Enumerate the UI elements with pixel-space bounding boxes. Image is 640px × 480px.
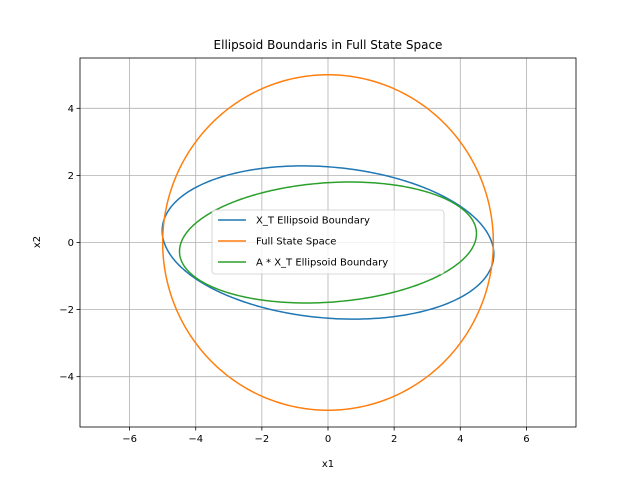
y-tick-label: 2 xyxy=(68,171,74,182)
series-line-1 xyxy=(161,165,495,320)
y-tick-label: −2 xyxy=(59,305,74,316)
legend-label-1: X_T Ellipsoid Boundary xyxy=(256,216,370,227)
legend-label-3: A * X_T Ellipsoid Boundary xyxy=(256,258,388,269)
y-tick-label: 4 xyxy=(68,104,74,115)
legend-label-2: Full State Space xyxy=(256,237,336,248)
x-tick-label: −6 xyxy=(122,434,137,445)
y-tick-label: −4 xyxy=(59,372,74,383)
x-tick-label: −2 xyxy=(254,434,269,445)
legend: X_T Ellipsoid Boundary Full State Space A … xyxy=(211,209,445,275)
y-tick-label: 0 xyxy=(68,238,74,249)
chart-title: Ellipsoid Boundaris in Full State Space xyxy=(214,38,443,52)
x-tick-label: −4 xyxy=(188,434,203,445)
series-group xyxy=(161,74,495,411)
x-tick-label: 0 xyxy=(325,434,331,445)
y-axis-label: x2 xyxy=(32,236,43,248)
x-tick-label: 6 xyxy=(523,434,529,445)
legend-box xyxy=(211,209,445,275)
x-axis-label: x1 xyxy=(322,459,334,470)
series-line-3 xyxy=(178,181,478,304)
x-tick-label: 4 xyxy=(457,434,463,445)
x-tick-label: 2 xyxy=(391,434,397,445)
series-line-2 xyxy=(161,74,495,411)
